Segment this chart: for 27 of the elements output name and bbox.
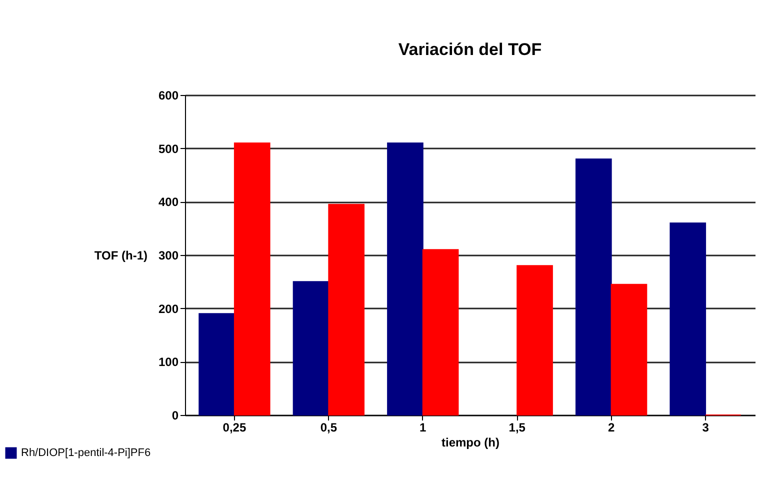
bar bbox=[610, 284, 648, 416]
bar bbox=[292, 281, 330, 416]
x-tick-label: 3 bbox=[702, 420, 710, 434]
bar bbox=[198, 313, 235, 416]
bar bbox=[328, 204, 365, 416]
x-axis-title: tiempo (h) bbox=[442, 436, 500, 450]
bar bbox=[387, 142, 424, 416]
y-axis-title: TOF (h-1) bbox=[94, 248, 148, 262]
x-tick-label: 0,25 bbox=[222, 420, 246, 434]
x-tick-label: 1 bbox=[420, 420, 427, 434]
x-tick-label: 0,5 bbox=[320, 420, 338, 434]
legend-label: Rh/DIOP[1-pentil-4-Pi]PF6 bbox=[21, 447, 151, 459]
bar bbox=[670, 222, 706, 416]
y-tick-label: 100 bbox=[158, 355, 179, 370]
bar bbox=[422, 249, 459, 416]
x-tick-label: 2 bbox=[608, 420, 615, 434]
bar bbox=[234, 142, 270, 416]
y-tick-label: 200 bbox=[158, 302, 179, 316]
y-tick-label: 300 bbox=[158, 248, 179, 262]
y-tick-label: 600 bbox=[158, 88, 179, 102]
y-tick-label: 500 bbox=[158, 142, 179, 156]
x-tick-label: 1,5 bbox=[508, 420, 526, 434]
bar bbox=[575, 158, 612, 416]
bar bbox=[516, 265, 553, 416]
chart-title: Variación del TOF bbox=[398, 40, 542, 59]
y-tick-label: 0 bbox=[172, 408, 179, 422]
y-tick-label: 400 bbox=[158, 195, 179, 210]
